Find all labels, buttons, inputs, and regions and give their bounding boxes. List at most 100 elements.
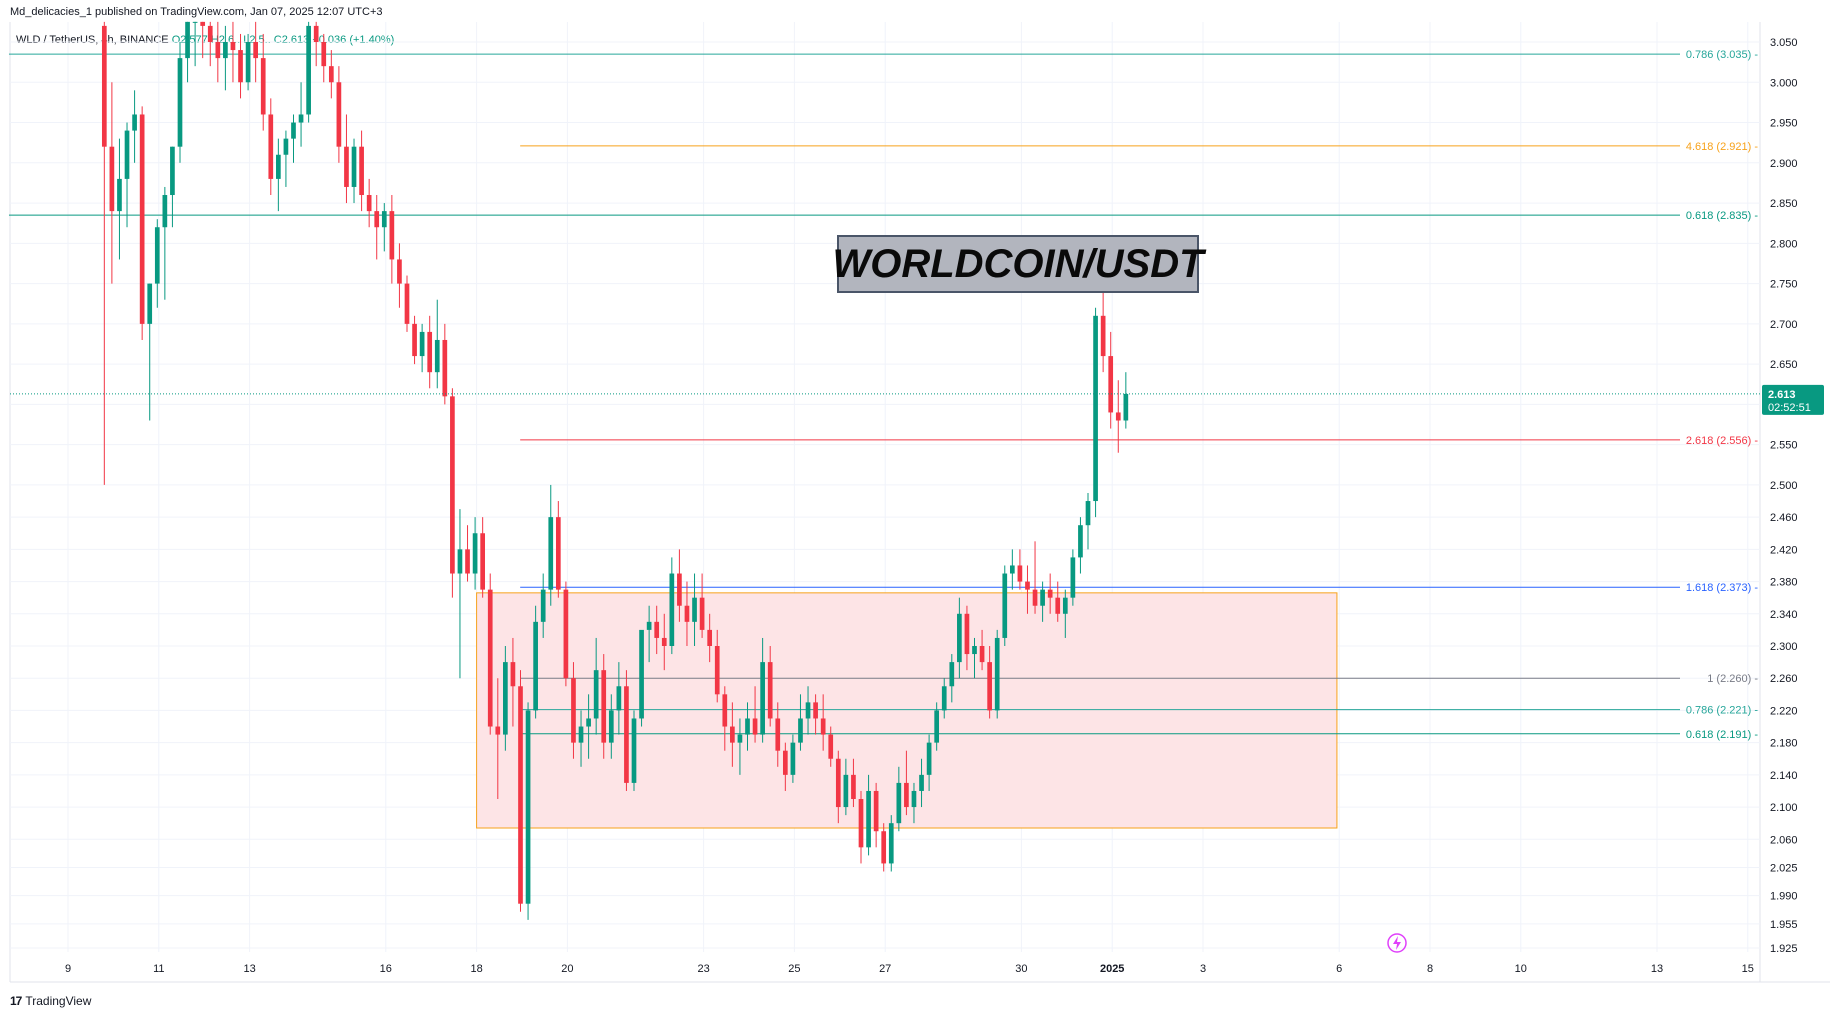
candle: [503, 646, 508, 751]
x-tick-label: 8: [1427, 963, 1433, 975]
candle: [419, 323, 425, 373]
candle-body: [563, 589, 569, 679]
candle-body: [359, 146, 364, 196]
x-tick-label: 18: [470, 963, 482, 975]
candle: [873, 782, 879, 848]
candle-body: [245, 42, 251, 83]
candle-body: [1055, 597, 1061, 614]
candle: [987, 646, 992, 719]
y-tick-label: 2.950: [1770, 118, 1798, 130]
candle: [1123, 372, 1129, 429]
y-tick-label: 2.100: [1770, 802, 1798, 814]
candle-body: [1002, 573, 1008, 638]
y-tick-label: 2.025: [1770, 862, 1798, 874]
candle: [624, 670, 629, 791]
x-tick-label: 2025: [1100, 963, 1124, 975]
candle: [117, 138, 122, 260]
candle-body: [328, 66, 334, 83]
candle: [351, 138, 357, 204]
candle: [298, 82, 304, 147]
fib-level-label: 1 (2.260) -: [1707, 673, 1758, 685]
candle: [888, 815, 894, 872]
candle: [397, 243, 402, 308]
y-tick-label: 3.050: [1770, 37, 1798, 49]
candle: [548, 484, 554, 606]
candle: [238, 33, 243, 99]
candle: [586, 694, 591, 759]
current-price-tag: [1762, 384, 1824, 415]
candle-body: [941, 686, 947, 711]
candle: [767, 646, 773, 727]
candle: [185, 21, 190, 83]
candle: [661, 613, 667, 671]
candle-body: [374, 211, 380, 228]
x-tick-label: 23: [697, 963, 709, 975]
candle: [336, 66, 342, 163]
candle-body: [752, 718, 758, 735]
y-tick-label: 2.220: [1770, 705, 1798, 717]
candle: [994, 629, 1000, 719]
candle: [306, 21, 311, 123]
candle-body: [987, 662, 992, 711]
candle-body: [223, 42, 228, 59]
candle: [200, 21, 206, 59]
candle-body: [593, 670, 599, 719]
candle-body: [540, 589, 546, 622]
candle-body: [911, 790, 917, 808]
candle-body: [782, 750, 788, 775]
candle-body: [1115, 412, 1121, 421]
candle: [344, 114, 349, 204]
candle: [722, 686, 728, 751]
candle: [858, 790, 864, 864]
candle: [714, 629, 720, 703]
candle-body: [170, 146, 175, 196]
symbol-name[interactable]: WLD / TetherUS, 4h, BINANCE: [16, 34, 169, 46]
candle-body: [298, 114, 304, 123]
candle-body: [162, 195, 168, 228]
brand-label: TradingView: [25, 994, 92, 1008]
tradingview-logo-icon: 17: [10, 994, 22, 1008]
candle: [109, 82, 115, 284]
candle-body: [351, 146, 357, 187]
candle: [359, 130, 364, 212]
candle-body: [207, 25, 213, 42]
candle: [692, 573, 697, 646]
candle-body: [949, 662, 955, 687]
candle: [904, 750, 909, 816]
candle-body: [389, 211, 395, 260]
candle: [207, 21, 213, 67]
fib-level-label: 4.618 (2.921) -: [1686, 141, 1758, 153]
candle: [805, 686, 811, 735]
candle-body: [260, 58, 266, 115]
candle: [835, 750, 841, 824]
x-tick-label: 27: [879, 963, 891, 975]
candle-body: [472, 533, 478, 574]
x-tick-label: 3: [1200, 963, 1206, 975]
candle-body: [858, 799, 864, 848]
lightning-icon[interactable]: [1387, 933, 1407, 953]
fib-level-label: 1.618 (2.373) -: [1686, 582, 1758, 594]
candle-body: [608, 710, 614, 743]
candle: [851, 758, 856, 808]
candle-body: [1123, 393, 1129, 421]
candle: [1108, 331, 1114, 429]
y-tick-label: 1.990: [1770, 891, 1798, 903]
candle: [472, 517, 478, 590]
candle-body: [487, 589, 493, 727]
candle-body: [972, 646, 977, 655]
candle: [283, 130, 289, 187]
candle-body: [1062, 597, 1068, 614]
x-tick-label: 13: [1651, 963, 1663, 975]
candle-body: [139, 114, 145, 324]
tradingview-brand[interactable]: 17 TradingView: [10, 994, 91, 1008]
candle-body: [548, 517, 554, 590]
candle: [313, 21, 319, 67]
candle: [972, 637, 977, 679]
candle: [896, 766, 902, 832]
fib-levels: 0.786 (3.035) - 4.618 (2.921) - 0.618 (2.8…: [8, 49, 1758, 741]
x-tick-label: 10: [1515, 963, 1527, 975]
candle-body: [624, 686, 629, 783]
candle: [328, 50, 334, 99]
candle: [253, 21, 259, 83]
